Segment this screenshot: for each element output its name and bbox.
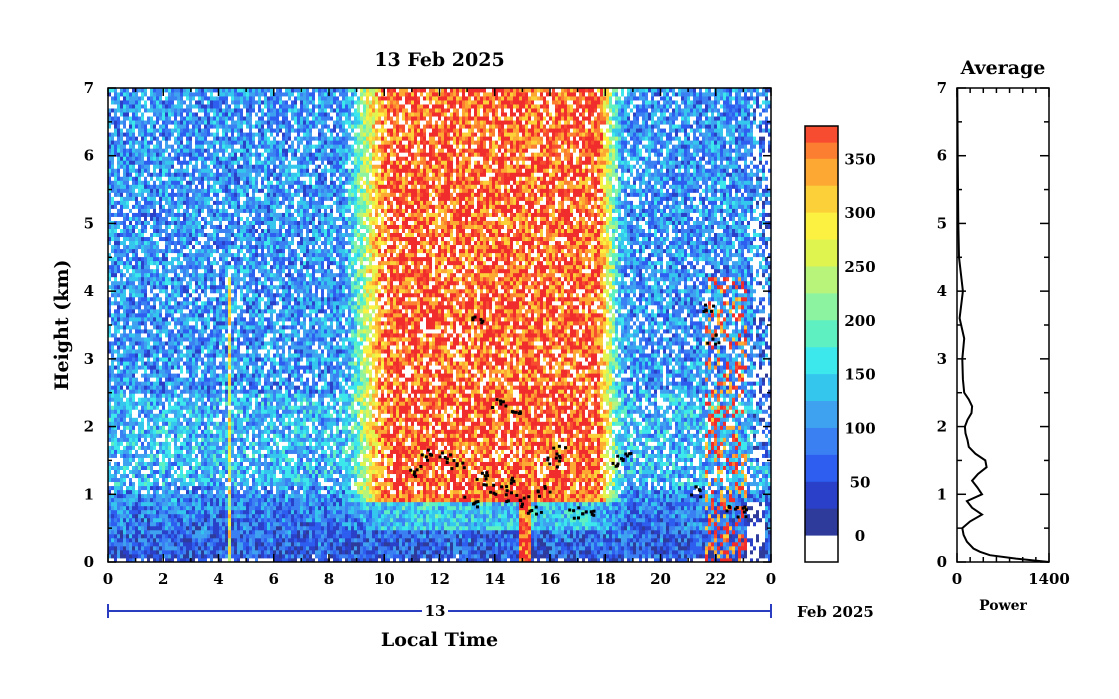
colorbar-tick-label: 300	[844, 204, 875, 222]
colorbar-tick-label: 0	[855, 527, 865, 545]
colorbar-swatch	[805, 508, 838, 535]
colorbar-swatch	[805, 293, 838, 320]
colorbar-swatch	[805, 126, 838, 143]
colorbar-swatch	[805, 374, 838, 401]
colorbar-swatch	[805, 185, 838, 212]
colorbar-tick-label: 50	[850, 473, 871, 491]
profile-y-tick-label: 6	[937, 147, 947, 165]
x-tick-label: 0	[766, 570, 776, 588]
profile-y-tick-label: 0	[937, 553, 947, 571]
x-tick-label: 22	[705, 570, 726, 588]
colorbar-swatch	[805, 239, 838, 266]
y-tick-label: 7	[84, 79, 94, 97]
colorbar-swatch	[805, 266, 838, 293]
y-tick-label: 3	[84, 350, 94, 368]
x-tick-label: 2	[158, 570, 168, 588]
colorbar-tick-label: 350	[844, 150, 875, 168]
x-tick-label: 8	[324, 570, 334, 588]
profile-y-tick-label: 5	[937, 214, 947, 232]
colorbar-swatch	[805, 212, 838, 239]
colorbar-tick-label: 100	[844, 419, 875, 437]
colorbar-swatch	[805, 401, 838, 428]
colorbar-tick-label: 200	[844, 312, 875, 330]
x-tick-label: 16	[540, 570, 561, 588]
y-tick-label: 1	[84, 485, 94, 503]
month-year-label: Feb 2025	[797, 603, 874, 621]
profile-x-label: Power	[979, 598, 1027, 614]
day-label: 13	[425, 602, 446, 620]
x-tick-label: 10	[374, 570, 395, 588]
chart-title: 13 Feb 2025	[374, 49, 504, 71]
lidar-chart: 0 2 4 6 8 10 12 14 16 18 20 22 00123456713 Feb 2025L…	[0, 0, 1119, 699]
profile-y-tick-label: 7	[937, 79, 947, 97]
colorbar-swatch	[805, 427, 838, 454]
colorbar-swatch	[805, 347, 838, 374]
y-tick-label: 2	[84, 418, 94, 436]
x-tick-label: 20	[650, 570, 671, 588]
x-tick-label: 18	[595, 570, 616, 588]
colorbar-tick-label: 250	[844, 258, 875, 276]
profile-y-tick-label: 2	[937, 418, 947, 436]
y-axis-label: Height (km)	[51, 260, 73, 391]
profile-x-tick-label: 0	[952, 570, 962, 588]
y-tick-label: 5	[84, 214, 94, 232]
y-tick-label: 6	[84, 147, 94, 165]
y-tick-label: 0	[84, 553, 94, 571]
profile-y-tick-label: 1	[937, 485, 947, 503]
profile-y-tick-label: 4	[937, 282, 947, 300]
colorbar	[805, 126, 838, 563]
profile-y-tick-label: 3	[937, 350, 947, 368]
colorbar-swatch	[805, 142, 838, 159]
x-tick-label: 6	[269, 570, 279, 588]
x-tick-label: 12	[429, 570, 450, 588]
heatmap-cells	[108, 88, 771, 562]
profile-x-tick-label: 1400	[1028, 570, 1070, 588]
profile-title: Average	[960, 57, 1046, 79]
x-tick-label: 4	[213, 570, 223, 588]
x-tick-label: 14	[484, 570, 505, 588]
x-tick-label: 0	[103, 570, 113, 588]
colorbar-swatch	[805, 158, 838, 185]
colorbar-swatch	[805, 320, 838, 347]
colorbar-swatch	[805, 535, 838, 562]
y-tick-label: 4	[84, 282, 94, 300]
colorbar-tick-label: 150	[844, 366, 875, 384]
colorbar-swatch	[805, 481, 838, 508]
colorbar-swatch	[805, 454, 838, 481]
profile-frame	[957, 88, 1049, 562]
x-axis-label: Local Time	[381, 629, 498, 651]
